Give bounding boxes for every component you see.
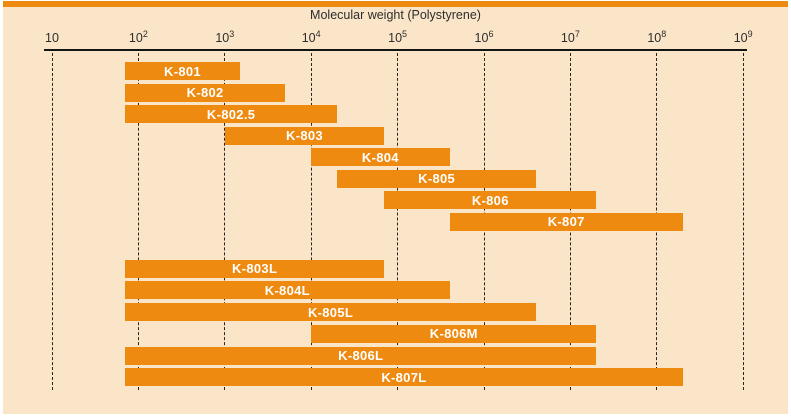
top-accent-bar	[3, 1, 788, 7]
bar-label: K-801	[164, 63, 201, 79]
x-axis-tick-label: 10	[45, 31, 59, 45]
bar-label: K-807L	[381, 369, 427, 385]
range-bar-K-804L: K-804L	[125, 281, 450, 300]
range-bar-K-804: K-804	[311, 148, 450, 166]
range-bar-K-807: K-807	[449, 212, 683, 231]
range-bar-K-806L: K-806L	[125, 346, 597, 365]
bar-label: K-802.5	[206, 106, 256, 122]
bar-label: K-804L	[264, 282, 310, 298]
chart-title: Molecular weight (Polystyrene)	[310, 8, 481, 22]
gridline	[742, 53, 744, 390]
range-bar-K-802.5: K-802.5	[125, 105, 338, 123]
x-axis-tick-label: 105	[388, 28, 408, 45]
range-bar-K-805L: K-805L	[125, 303, 537, 321]
bar-label: K-806M	[429, 326, 478, 342]
gridline	[51, 53, 53, 390]
x-axis-line	[44, 49, 747, 51]
range-bar-K-802: K-802	[125, 83, 286, 102]
gridline	[224, 53, 226, 390]
bar-label: K-806L	[338, 348, 384, 363]
range-bar-K-806: K-806	[384, 191, 597, 209]
bar-label: K-802	[186, 85, 224, 100]
bar-label: K-803	[286, 128, 323, 143]
x-axis-tick-label: 109	[733, 28, 753, 45]
range-bar-K-806M: K-806M	[311, 324, 597, 343]
bar-label: K-805	[418, 171, 456, 186]
x-axis-tick-label: 106	[474, 28, 494, 45]
range-bar-K-801: K-801	[125, 62, 240, 80]
bar-label: K-806	[471, 192, 509, 208]
range-bar-K-805: K-805	[337, 169, 536, 188]
x-axis-tick-label: 102	[128, 28, 148, 45]
range-bar-K-803L: K-803L	[125, 259, 385, 278]
bar-label: K-803L	[232, 261, 278, 276]
bar-label: K-807	[547, 214, 585, 229]
gridline	[310, 53, 312, 390]
x-axis-tick-label: 104	[301, 28, 321, 45]
gridline	[397, 53, 399, 390]
x-axis-tick-label: 103	[215, 28, 235, 45]
gridline	[137, 53, 139, 390]
x-axis-tick-label: 108	[647, 28, 667, 45]
range-bar-K-803: K-803	[224, 126, 385, 145]
x-axis-tick-label: 107	[560, 28, 580, 45]
bar-label: K-804	[361, 149, 399, 165]
range-bar-K-807L: K-807L	[125, 368, 683, 387]
bar-label: K-805L	[307, 304, 354, 320]
